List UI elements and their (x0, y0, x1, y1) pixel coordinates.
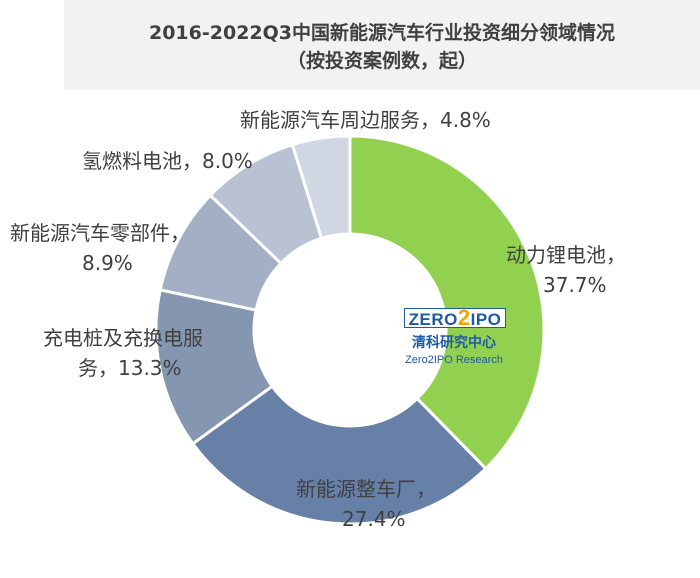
slice-label-line: 新能源整车厂， (296, 477, 436, 501)
logo-digit: 2 (457, 305, 471, 330)
chart-title: 2016-2022Q3中国新能源汽车行业投资细分领域情况 (148, 22, 616, 44)
logo-english-name: Zero2IPO Research (405, 354, 503, 366)
slice-label-line: 27.4% (342, 507, 406, 531)
slice-label-line: 动力锂电池， (506, 243, 626, 267)
slice-label-line: 氢燃料电池，8.0% (82, 149, 253, 173)
slice-label-氢燃料电池: 氢燃料电池，8.0% (82, 146, 253, 176)
donut-slice-新能源整车厂 (190, 384, 488, 526)
slice-label-动力锂电池: 动力锂电池， 37.7% (506, 240, 626, 300)
logo-chinese-name: 清科研究中心 (412, 335, 496, 351)
slice-label-line: 8.9% (82, 251, 133, 275)
slice-label-新能源汽车周边服务: 新能源汽车周边服务，4.8% (240, 105, 491, 135)
slice-label-line: 充电桩及充换电服 (43, 326, 203, 350)
title-band (64, 0, 700, 90)
donut-slice-新能源汽车周边服务 (290, 134, 352, 241)
logo-frame (404, 308, 506, 328)
slice-label-新能源汽车零部件: 新能源汽车零部件， 8.9% (10, 218, 190, 278)
slice-label-新能源整车厂: 新能源整车厂， 27.4% (296, 474, 436, 534)
slice-label-line: 37.7% (543, 273, 607, 297)
zero2ipo-logo: ZERO2IPO 清科研究中心 Zero2IPO Research (397, 305, 511, 370)
slice-label-line: 新能源汽车零部件， (10, 221, 190, 245)
chart-subtitle: （按投资案例数，起） (286, 50, 477, 72)
slice-label-充电桩及充换电服务: 充电桩及充换电服 务，13.3% (43, 323, 203, 383)
logo-word-before: ZERO (408, 310, 458, 329)
logo-word-after: IPO (470, 310, 502, 329)
slice-label-line: 务，13.3% (78, 356, 182, 380)
donut-slice-动力锂电池 (348, 134, 546, 471)
slice-label-line: 新能源汽车周边服务，4.8% (240, 108, 491, 132)
logo-wordmark: ZERO2IPO (404, 305, 506, 330)
